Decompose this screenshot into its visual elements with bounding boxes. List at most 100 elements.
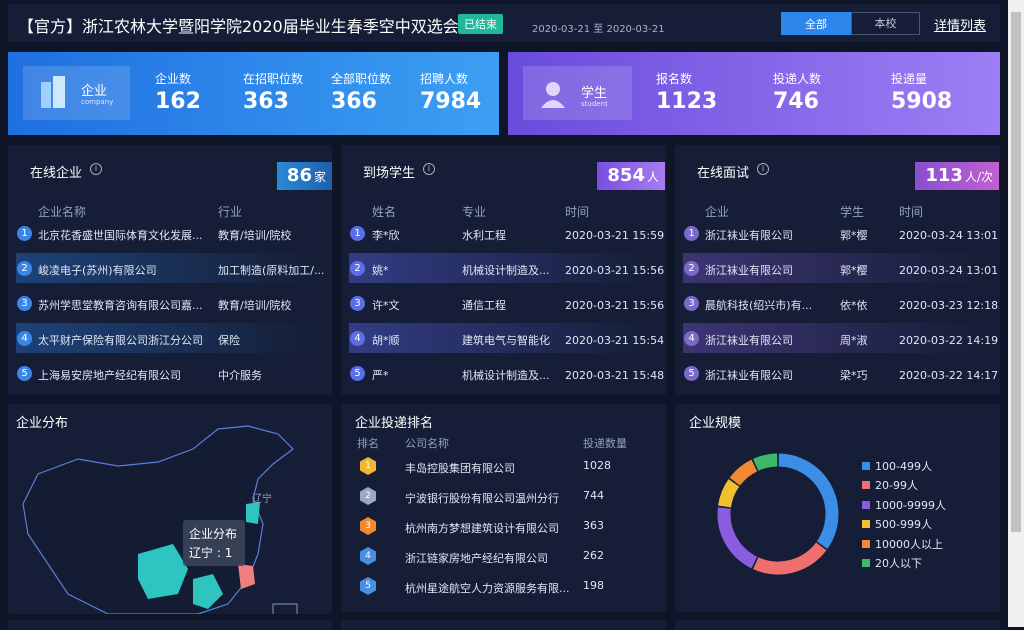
map-control[interactable]	[272, 603, 298, 614]
cell: 2020-03-22 14:17	[899, 369, 999, 382]
info-icon: i	[423, 163, 435, 175]
stat-value: 7984	[420, 89, 482, 114]
row-highlight	[16, 323, 316, 353]
row-highlight	[683, 323, 983, 353]
scroll-thumb[interactable]	[1011, 12, 1021, 532]
count-unit: 人	[646, 170, 659, 184]
legend-label: 10000人以上	[875, 537, 943, 551]
cell: 2020-03-21 15:48	[565, 369, 665, 382]
stat-value: 746	[773, 89, 819, 114]
panel-title: 在线企业	[30, 166, 83, 181]
delivery-count: 363	[583, 519, 604, 532]
cell: 严*	[372, 369, 389, 382]
count-badge: 113 人/次	[915, 162, 999, 190]
cell: 浙江袜业有限公司	[705, 264, 793, 277]
cell: 教育/培训/院校	[218, 229, 292, 242]
cell: 浙江袜业有限公司	[705, 369, 793, 382]
stat-value: 162	[155, 89, 201, 114]
row-number: 2	[17, 261, 32, 276]
cell: 浙江袜业有限公司	[705, 334, 793, 347]
cell: 姚*	[372, 264, 389, 277]
tooltip-text: 辽宁 : 1	[189, 546, 233, 560]
row-number: 2	[350, 261, 365, 276]
row-highlight	[349, 253, 649, 283]
donut-segment	[753, 453, 778, 471]
cell: 李*欣	[372, 229, 400, 242]
row-number: 1	[684, 226, 699, 241]
cell: 郭*樱	[840, 229, 868, 242]
legend-label: 20-99人	[875, 479, 918, 493]
cell: 建筑电气与智能化	[462, 334, 550, 347]
company-name: 浙江链家房地产经纪有限公司	[405, 552, 548, 565]
cell: 2020-03-24 13:01	[899, 229, 999, 242]
map-tooltip: 企业分布 辽宁 : 1	[183, 520, 245, 566]
count-value: 86	[286, 165, 312, 186]
tooltip-value: 1	[224, 546, 233, 560]
stat-value: 1123	[656, 89, 718, 114]
column-header: 企业	[705, 205, 730, 219]
map-outline	[22, 425, 294, 614]
company-name: 宁波银行股份有限公司温州分行	[405, 492, 559, 505]
cell: 北京花香盛世国际体育文化发展...	[38, 229, 203, 242]
cell: 保险	[218, 334, 240, 347]
donut-segment	[718, 479, 740, 508]
rank-medal: 2	[360, 487, 376, 505]
rank-medal: 4	[360, 547, 376, 565]
company-name: 杭州南方梦想建筑设计有限公司	[405, 522, 559, 535]
legend-swatch	[862, 462, 870, 470]
count-value: 113	[925, 165, 963, 186]
donut-segment	[753, 542, 827, 575]
cell: 2020-03-21 15:54	[565, 334, 665, 347]
row-number: 5	[350, 366, 365, 381]
column-header: 排名	[357, 437, 379, 450]
donut-chart	[717, 453, 839, 575]
legend-label: 1000-9999人	[875, 498, 946, 512]
map	[22, 425, 298, 614]
card-sublabel: student	[581, 100, 608, 108]
stat-label: 投递人数	[773, 72, 822, 86]
cell: 苏州学思堂教育咨询有限公司嘉...	[38, 299, 203, 312]
tooltip-region: 辽宁	[189, 546, 214, 560]
company-name: 丰岛控股集团有限公司	[405, 462, 515, 475]
map-panel	[8, 404, 332, 614]
detail-link[interactable]: 详情列表	[934, 19, 987, 34]
row-highlight	[16, 253, 316, 283]
cell: 上海易安房地产经纪有限公司	[38, 369, 181, 382]
card-label: 企业	[81, 84, 108, 99]
panel-title: 企业规模	[689, 416, 742, 431]
legend-label: 20人以下	[875, 557, 922, 570]
cell: 机械设计制造及...	[462, 264, 550, 277]
stat-value: 363	[243, 89, 289, 114]
tab[interactable]: 全部	[781, 12, 851, 35]
legend-swatch	[862, 500, 870, 509]
status-badge: 已结束	[458, 14, 503, 34]
info-icon: i	[90, 163, 102, 175]
cell: 2020-03-21 15:59	[565, 229, 665, 242]
map-region	[138, 544, 188, 599]
panel-edge	[675, 620, 1000, 630]
tab[interactable]: 本校	[851, 12, 920, 35]
rank-medal: 5	[360, 577, 376, 595]
map-region-label: 辽宁	[252, 494, 272, 505]
stat-label: 全部职位数	[331, 72, 392, 86]
cell: 2020-03-22 14:19	[899, 334, 999, 347]
stat-value: 366	[331, 89, 377, 114]
delivery-count: 1028	[583, 459, 611, 472]
map-region	[193, 574, 223, 609]
column-header: 专业	[462, 205, 487, 219]
donut-segment	[778, 453, 839, 549]
panel-title: 企业投递排名	[355, 416, 434, 431]
scrollbar	[1008, 0, 1024, 627]
cell: 水利工程	[462, 229, 506, 242]
row-number: 3	[684, 296, 699, 311]
stat-value: 5908	[891, 89, 953, 114]
row-number: 3	[350, 296, 365, 311]
cell: 加工制造(原料加工/...	[218, 264, 325, 277]
cell: 2020-03-21 15:56	[565, 299, 665, 312]
cell: 太平财产保险有限公司浙江分公司	[38, 334, 203, 347]
row-number: 4	[350, 331, 365, 346]
column-header: 行业	[218, 205, 243, 219]
icon-box: 企业 company	[23, 66, 130, 120]
map-region	[238, 564, 255, 589]
